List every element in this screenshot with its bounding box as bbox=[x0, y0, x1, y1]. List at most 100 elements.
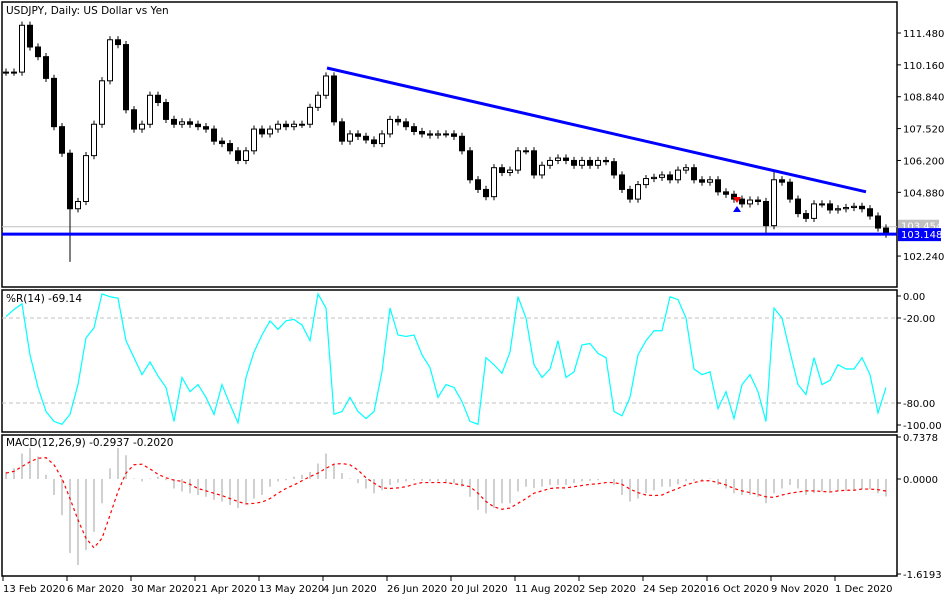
candle bbox=[99, 80, 105, 125]
candle bbox=[763, 200, 769, 227]
candle bbox=[739, 198, 745, 205]
candle bbox=[323, 75, 329, 96]
candle bbox=[459, 135, 465, 152]
candle bbox=[587, 159, 593, 166]
chart-title: USDJPY, Daily: US Dollar vs Yen bbox=[6, 5, 169, 17]
candle bbox=[139, 123, 145, 130]
candle bbox=[819, 203, 825, 206]
candle bbox=[611, 161, 617, 176]
candle bbox=[723, 191, 729, 195]
axes: 111.480 110.160 108.840 107.520 106.200 104.8… bbox=[2, 29, 944, 595]
candle bbox=[539, 164, 545, 176]
candle bbox=[627, 188, 633, 200]
date-tick-label: 6 Mar 2020 bbox=[67, 584, 124, 595]
candle bbox=[771, 179, 777, 227]
candle bbox=[155, 94, 161, 104]
date-tick-label: 9 Nov 2020 bbox=[771, 584, 829, 595]
candle bbox=[291, 123, 297, 128]
williams-r-title: %R(14) -69.14 bbox=[6, 293, 82, 305]
candle bbox=[635, 184, 641, 200]
candle bbox=[707, 179, 713, 183]
price-tick-label: 104.880 bbox=[903, 188, 944, 199]
candle bbox=[43, 56, 49, 79]
candle bbox=[315, 94, 321, 108]
candle bbox=[403, 121, 409, 128]
descending-trendline bbox=[326, 66, 867, 194]
candle bbox=[267, 128, 273, 135]
candle bbox=[131, 109, 137, 130]
candle bbox=[691, 167, 697, 181]
williams-r-line bbox=[5, 292, 887, 426]
candle bbox=[371, 139, 377, 145]
candle bbox=[243, 150, 249, 161]
wpr-tick-label: -20.00 bbox=[903, 314, 935, 325]
date-tick-label: 24 Sep 2020 bbox=[643, 584, 706, 595]
candle bbox=[115, 39, 121, 46]
support-price-label: 103.148 bbox=[901, 230, 942, 241]
price-tick-label: 106.200 bbox=[903, 156, 944, 167]
candle bbox=[83, 155, 89, 202]
candle bbox=[307, 106, 313, 125]
date-tick-label: 1 Dec 2020 bbox=[835, 584, 893, 595]
candle bbox=[603, 159, 609, 163]
wpr-tick-label: -100.00 bbox=[903, 421, 942, 432]
candle bbox=[331, 75, 337, 123]
macd-frame bbox=[1, 434, 898, 577]
candle bbox=[435, 133, 441, 136]
candle bbox=[507, 169, 513, 174]
candle bbox=[51, 77, 57, 128]
candle bbox=[419, 130, 425, 135]
candle bbox=[35, 46, 41, 58]
candle bbox=[555, 157, 561, 161]
date-tick-label: 13 Feb 2020 bbox=[3, 584, 65, 595]
candle bbox=[803, 213, 809, 219]
date-tick-label: 30 Mar 2020 bbox=[131, 584, 194, 595]
candle bbox=[531, 150, 537, 176]
candle bbox=[667, 174, 673, 181]
candle bbox=[787, 181, 793, 200]
candle bbox=[251, 128, 257, 152]
candle bbox=[547, 159, 553, 166]
candle bbox=[379, 133, 385, 145]
candle bbox=[835, 208, 841, 211]
candle bbox=[259, 128, 265, 135]
bid-price-label: 103.454 bbox=[901, 222, 942, 233]
candle bbox=[867, 208, 873, 217]
sell-arrow-icon bbox=[733, 197, 741, 203]
candle bbox=[347, 133, 353, 142]
macd-title: MACD(12,26,9) -0.2937 -0.2020 bbox=[6, 437, 173, 449]
macd-panel[interactable] bbox=[5, 448, 887, 565]
candle bbox=[283, 123, 289, 128]
candle bbox=[107, 39, 113, 82]
price-panel-frame bbox=[1, 1, 898, 288]
candle bbox=[859, 205, 865, 210]
candle bbox=[851, 205, 857, 209]
candle bbox=[675, 169, 681, 181]
date-tick-label: 26 Jun 2020 bbox=[387, 584, 447, 595]
candle bbox=[499, 167, 505, 174]
candle bbox=[571, 159, 577, 166]
candle bbox=[619, 174, 625, 190]
candle bbox=[523, 150, 529, 153]
williams-r-panel[interactable] bbox=[2, 292, 897, 426]
candle bbox=[75, 200, 81, 210]
buy-arrow-icon bbox=[733, 206, 741, 212]
candle bbox=[827, 203, 833, 211]
wpr-tick-label: 0.00 bbox=[903, 292, 925, 303]
candle bbox=[387, 118, 393, 135]
candle bbox=[515, 150, 521, 171]
date-tick-label: 4 Jun 2020 bbox=[323, 584, 377, 595]
candle bbox=[411, 126, 417, 132]
candle bbox=[203, 126, 209, 130]
candle bbox=[163, 102, 169, 120]
candle bbox=[595, 159, 601, 166]
candle bbox=[779, 179, 785, 183]
price-panel[interactable] bbox=[2, 21, 897, 262]
candle bbox=[563, 157, 569, 161]
candle bbox=[659, 174, 665, 178]
candle bbox=[355, 133, 361, 137]
candle bbox=[491, 167, 497, 198]
wpr-tick-label: -80.00 bbox=[903, 399, 935, 410]
candle bbox=[699, 179, 705, 183]
